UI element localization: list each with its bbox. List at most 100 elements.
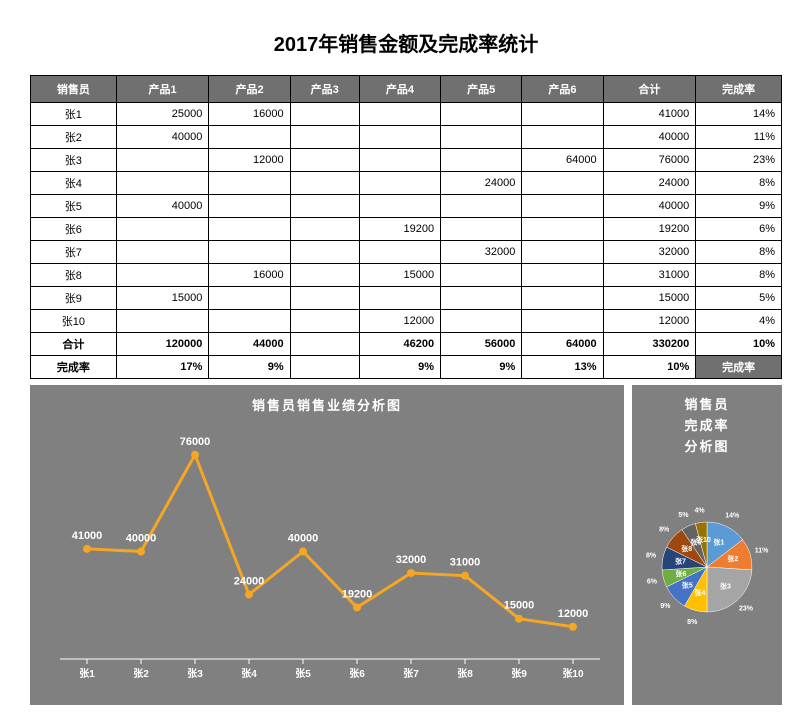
totals-cell <box>290 333 359 356</box>
data-cell <box>209 126 290 149</box>
data-marker <box>191 451 199 459</box>
point-label: 12000 <box>558 608 589 620</box>
chart-row: 销售员销售业绩分析图 张1张2张3张4张5张6张7张8张9张1041000400… <box>30 385 782 705</box>
data-cell: 32000 <box>441 241 522 264</box>
table-row: 张732000320008% <box>31 241 782 264</box>
data-cell: 15000 <box>359 264 440 287</box>
salesperson-name: 张9 <box>31 287 117 310</box>
pie-chart-panel: 销售员完成率分析图 张114%张211%张323%张48%张59%张66%张78… <box>632 385 782 705</box>
x-axis-label: 张10 <box>562 667 584 680</box>
point-label: 40000 <box>288 533 319 545</box>
pie-slice-label: 张4 <box>695 588 706 597</box>
rates-cell: 9% <box>209 356 290 379</box>
salesperson-name: 张10 <box>31 310 117 333</box>
table-row: 张619200192006% <box>31 218 782 241</box>
salesperson-name: 张4 <box>31 172 117 195</box>
point-label: 76000 <box>180 436 211 448</box>
data-cell <box>441 149 522 172</box>
totals-cell: 64000 <box>522 333 603 356</box>
data-cell: 8% <box>696 172 782 195</box>
data-marker <box>353 603 361 611</box>
table-row: 张312000640007600023% <box>31 149 782 172</box>
table-row: 张915000150005% <box>31 287 782 310</box>
rates-cell: 17% <box>116 356 209 379</box>
totals-cell: 10% <box>696 333 782 356</box>
rates-cell: 13% <box>522 356 603 379</box>
data-marker <box>407 569 415 577</box>
pie-slice-pct: 6% <box>647 579 658 586</box>
data-cell: 12000 <box>359 310 440 333</box>
data-cell <box>290 172 359 195</box>
data-cell <box>290 310 359 333</box>
pie-slice-pct: 5% <box>678 512 689 519</box>
data-cell <box>116 241 209 264</box>
data-cell: 15000 <box>116 287 209 310</box>
data-cell <box>441 195 522 218</box>
pie-slice-label: 张3 <box>720 582 731 591</box>
data-cell <box>522 264 603 287</box>
pie-slice-label: 张10 <box>696 535 711 544</box>
data-cell: 31000 <box>603 264 696 287</box>
data-cell <box>359 126 440 149</box>
data-cell: 14% <box>696 103 782 126</box>
data-cell <box>441 103 522 126</box>
pie-slice-pct: 23% <box>739 606 754 613</box>
column-header: 产品6 <box>522 76 603 103</box>
table-row: 张81600015000310008% <box>31 264 782 287</box>
data-cell: 41000 <box>603 103 696 126</box>
x-axis-label: 张7 <box>403 667 419 680</box>
x-axis-label: 张9 <box>511 667 527 680</box>
data-cell <box>209 287 290 310</box>
data-cell: 16000 <box>209 103 290 126</box>
data-cell: 25000 <box>116 103 209 126</box>
table-row: 张540000400009% <box>31 195 782 218</box>
rates-cell: 10% <box>603 356 696 379</box>
totals-label: 合计 <box>31 333 117 356</box>
data-cell <box>522 195 603 218</box>
data-cell <box>290 287 359 310</box>
line-chart-panel: 销售员销售业绩分析图 张1张2张3张4张5张6张7张8张9张1041000400… <box>30 385 624 705</box>
data-cell: 5% <box>696 287 782 310</box>
x-axis-label: 张3 <box>187 667 203 680</box>
data-marker <box>569 623 577 631</box>
data-cell: 6% <box>696 218 782 241</box>
pie-slice-label: 张5 <box>682 581 693 590</box>
pie-slice-label: 张1 <box>713 538 724 547</box>
data-cell <box>209 172 290 195</box>
sales-table: 销售员产品1产品2产品3产品4产品5产品6合计完成率 张125000160004… <box>30 75 782 379</box>
point-label: 19200 <box>342 588 373 600</box>
pie-chart-svg: 张114%张211%张323%张48%张59%张66%张78%张88%张95%张… <box>632 457 782 657</box>
data-cell <box>522 287 603 310</box>
data-cell <box>522 103 603 126</box>
pie-chart-title: 销售员完成率分析图 <box>632 385 782 457</box>
data-cell <box>209 195 290 218</box>
totals-cell: 44000 <box>209 333 290 356</box>
data-cell <box>359 103 440 126</box>
data-cell: 4% <box>696 310 782 333</box>
data-cell <box>359 172 440 195</box>
data-cell: 8% <box>696 264 782 287</box>
rates-row: 完成率17%9%9%9%13%10%完成率 <box>31 356 782 379</box>
pie-slice-pct: 8% <box>659 527 670 534</box>
pie-slice-label: 张6 <box>675 569 686 578</box>
table-row: 张125000160004100014% <box>31 103 782 126</box>
table-row: 张2400004000011% <box>31 126 782 149</box>
point-label: 41000 <box>72 530 103 542</box>
data-cell <box>522 126 603 149</box>
pie-slice-pct: 11% <box>755 548 769 555</box>
data-cell: 76000 <box>603 149 696 172</box>
column-header: 产品5 <box>441 76 522 103</box>
pie-slice-pct: 4% <box>694 508 705 515</box>
salesperson-name: 张7 <box>31 241 117 264</box>
x-axis-label: 张2 <box>133 667 149 680</box>
totals-cell: 46200 <box>359 333 440 356</box>
data-cell: 23% <box>696 149 782 172</box>
data-cell <box>441 287 522 310</box>
pie-slice-label: 张7 <box>675 557 686 566</box>
data-cell: 11% <box>696 126 782 149</box>
salesperson-name: 张5 <box>31 195 117 218</box>
point-label: 31000 <box>450 557 481 569</box>
point-label: 40000 <box>126 533 157 545</box>
x-axis-label: 张8 <box>457 667 473 680</box>
salesperson-name: 张2 <box>31 126 117 149</box>
